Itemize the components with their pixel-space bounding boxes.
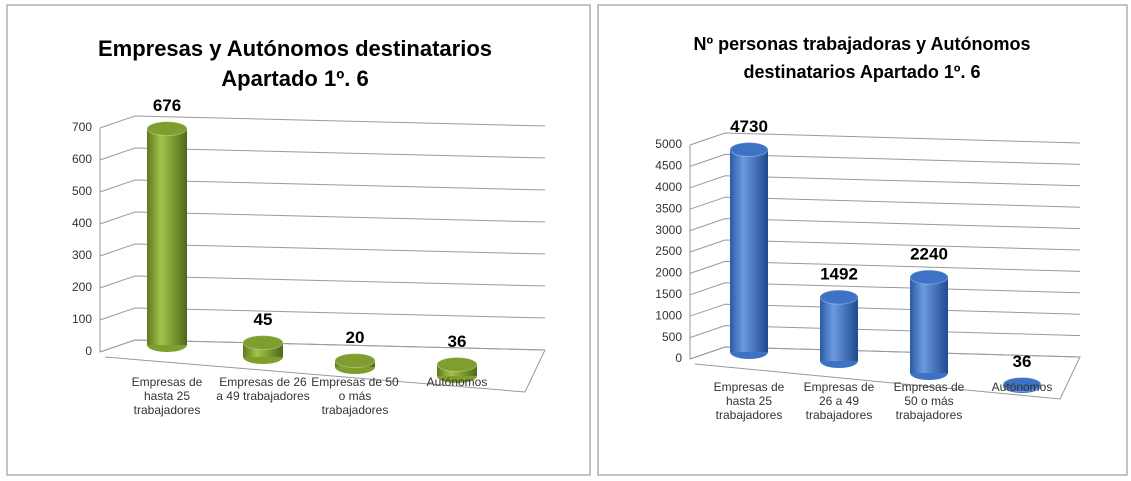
- y-tick-label: 0: [85, 344, 92, 358]
- grid-line: [99, 339, 546, 353]
- chart-title: destinatarios Apartado 1º. 6: [744, 62, 981, 82]
- x-tick-text: Autónomos: [991, 380, 1053, 394]
- bar: [820, 297, 858, 361]
- grid-line: [99, 243, 546, 257]
- bar-top: [242, 335, 284, 351]
- x-tick-text: Empresas de hasta 25 trabajadores: [713, 380, 785, 422]
- grid-line: [99, 211, 546, 225]
- y-tick-label: 100: [72, 312, 92, 326]
- grid-line: [689, 153, 1081, 167]
- y-tick-label: 500: [662, 330, 682, 344]
- x-tick-text: Autónomos: [426, 375, 488, 389]
- value-label: 4730: [730, 117, 768, 136]
- grid-line: [99, 275, 546, 289]
- grid-line: [689, 303, 1081, 317]
- bar-top: [819, 289, 859, 305]
- chart-title: Nº personas trabajadoras y Autónomos: [694, 34, 1031, 54]
- value-label: 45: [254, 310, 273, 329]
- x-tick-label: Empresas de hasta 25 trabajadores: [713, 380, 785, 422]
- value-label: 676: [153, 96, 181, 115]
- bar-top: [334, 353, 376, 369]
- x-tick-label: Empresas de hasta 25 trabajadores: [131, 375, 203, 417]
- bar: [730, 149, 768, 352]
- value-label: 2240: [910, 245, 948, 264]
- x-tick-label: Empresas de 26 a 49 trabajadores: [803, 380, 875, 422]
- y-tick-label: 3500: [655, 201, 682, 215]
- x-tick-label: Empresas de 26 a 49 trabajadores: [216, 375, 310, 403]
- value-label: 36: [448, 332, 467, 351]
- value-label: 1492: [820, 265, 858, 284]
- y-tick-label: 200: [72, 280, 92, 294]
- grid-line: [689, 346, 1081, 360]
- grid-line: [99, 307, 546, 321]
- y-tick-label: 400: [72, 216, 92, 230]
- x-tick-text: Empresas de 50 o más trabajadores: [893, 380, 965, 422]
- grid-line: [689, 218, 1081, 232]
- x-tick-label: Autónomos: [426, 375, 488, 389]
- y-tick-label: 600: [72, 152, 92, 166]
- y-tick-label: 1000: [655, 308, 682, 322]
- x-tick-label: Autónomos: [991, 380, 1053, 394]
- x-tick-text: Empresas de hasta 25 trabajadores: [131, 375, 203, 417]
- grid-line: [689, 175, 1081, 189]
- grid-line: [689, 282, 1081, 296]
- bar-top: [1002, 376, 1042, 392]
- y-tick-label: 0: [675, 351, 682, 365]
- value-label: 36: [1013, 352, 1032, 371]
- y-tick-label: 4500: [655, 159, 682, 173]
- bar-top: [146, 121, 188, 137]
- bar: [147, 128, 187, 345]
- x-tick-label: Empresas de 50 o más trabajadores: [893, 380, 965, 422]
- grid-line: [99, 179, 546, 193]
- grid-line: [99, 115, 546, 129]
- y-tick-label: 300: [72, 248, 92, 262]
- bar: [910, 277, 948, 373]
- x-tick-label: Empresas de 50 o más trabajadores: [311, 375, 399, 417]
- y-tick-label: 2500: [655, 244, 682, 258]
- y-tick-label: 2000: [655, 266, 682, 280]
- y-tick-label: 1500: [655, 287, 682, 301]
- x-tick-text: Empresas de 50 o más trabajadores: [311, 375, 399, 417]
- grid-line: [689, 239, 1081, 253]
- x-tick-text: Empresas de 26 a 49 trabajadores: [216, 375, 310, 403]
- chart-title: Empresas y Autónomos destinatarios: [98, 36, 492, 61]
- bar-top: [729, 142, 769, 158]
- bar-top: [909, 269, 949, 285]
- x-tick-text: Empresas de 26 a 49 trabajadores: [803, 380, 875, 422]
- bar-top: [436, 356, 478, 372]
- y-tick-label: 500: [72, 184, 92, 198]
- y-tick-label: 4000: [655, 180, 682, 194]
- grid-line: [689, 132, 1081, 146]
- grid-line: [689, 325, 1081, 339]
- chart-title: Apartado 1º. 6: [221, 66, 368, 91]
- y-tick-label: 5000: [655, 137, 682, 151]
- value-label: 20: [346, 328, 365, 347]
- grid-line: [689, 260, 1081, 274]
- grid-line: [689, 196, 1081, 210]
- panel: [6, 4, 591, 476]
- y-tick-label: 3000: [655, 223, 682, 237]
- grid-line: [99, 147, 546, 161]
- y-tick-label: 700: [72, 120, 92, 134]
